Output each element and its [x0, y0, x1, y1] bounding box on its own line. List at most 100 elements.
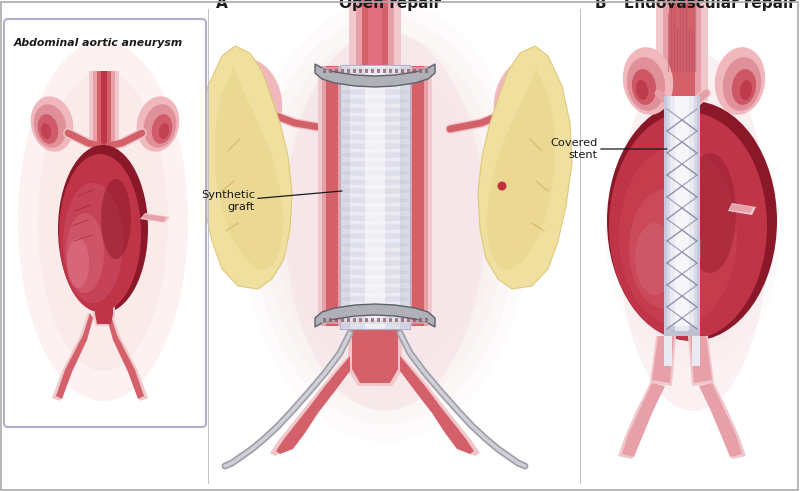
Ellipse shape [63, 183, 123, 303]
Polygon shape [365, 318, 368, 322]
Polygon shape [425, 69, 428, 73]
Ellipse shape [339, 71, 411, 78]
Ellipse shape [286, 68, 484, 374]
Ellipse shape [627, 129, 759, 333]
Text: Covered
stent: Covered stent [550, 138, 667, 160]
Ellipse shape [59, 154, 141, 312]
Ellipse shape [339, 140, 411, 144]
Polygon shape [486, 63, 555, 271]
Ellipse shape [339, 266, 411, 270]
Ellipse shape [339, 302, 411, 306]
Polygon shape [412, 66, 424, 326]
Ellipse shape [723, 57, 761, 111]
Polygon shape [368, 0, 382, 91]
Polygon shape [353, 69, 356, 73]
Polygon shape [395, 318, 398, 322]
Polygon shape [356, 0, 394, 91]
Ellipse shape [339, 122, 411, 126]
Polygon shape [106, 313, 148, 401]
Polygon shape [52, 313, 94, 401]
Polygon shape [663, 0, 701, 101]
Ellipse shape [214, 58, 282, 148]
Polygon shape [318, 66, 346, 326]
Ellipse shape [339, 296, 411, 302]
Polygon shape [349, 0, 401, 91]
Text: Synthetic
graft: Synthetic graft [201, 190, 342, 212]
Polygon shape [323, 318, 326, 322]
Ellipse shape [66, 213, 104, 293]
Polygon shape [692, 329, 700, 366]
Ellipse shape [339, 149, 411, 153]
Ellipse shape [339, 107, 411, 113]
Polygon shape [359, 69, 362, 73]
Polygon shape [666, 326, 698, 333]
Ellipse shape [740, 80, 752, 100]
Polygon shape [322, 67, 428, 71]
Ellipse shape [253, 17, 517, 425]
Ellipse shape [619, 146, 737, 326]
Polygon shape [348, 326, 402, 386]
Ellipse shape [339, 131, 411, 135]
Polygon shape [389, 69, 392, 73]
Polygon shape [315, 64, 435, 87]
Polygon shape [95, 296, 113, 324]
Ellipse shape [339, 194, 411, 198]
Ellipse shape [339, 125, 411, 132]
Ellipse shape [616, 112, 770, 350]
Text: B: B [594, 0, 606, 11]
Ellipse shape [339, 161, 411, 167]
Polygon shape [699, 383, 742, 457]
Polygon shape [365, 69, 368, 73]
Ellipse shape [339, 115, 411, 122]
Ellipse shape [275, 51, 495, 391]
Polygon shape [340, 65, 350, 329]
Ellipse shape [339, 293, 411, 297]
Bar [340, 65, 410, 329]
Polygon shape [728, 203, 756, 215]
Ellipse shape [339, 260, 411, 267]
Polygon shape [425, 318, 428, 322]
Ellipse shape [339, 248, 411, 252]
Ellipse shape [226, 83, 262, 135]
Ellipse shape [339, 196, 411, 203]
Ellipse shape [339, 230, 411, 234]
Ellipse shape [339, 95, 411, 99]
Ellipse shape [622, 47, 674, 115]
Polygon shape [198, 46, 292, 289]
Polygon shape [359, 318, 362, 322]
Polygon shape [694, 96, 700, 331]
Polygon shape [56, 313, 93, 399]
Polygon shape [667, 96, 697, 331]
Ellipse shape [339, 169, 411, 176]
Ellipse shape [514, 83, 550, 135]
Polygon shape [701, 383, 746, 459]
Polygon shape [400, 356, 474, 454]
Polygon shape [329, 69, 332, 73]
Ellipse shape [339, 277, 411, 284]
Ellipse shape [38, 71, 168, 371]
Polygon shape [664, 96, 670, 331]
Ellipse shape [285, 31, 485, 411]
Ellipse shape [339, 142, 411, 149]
Polygon shape [401, 69, 404, 73]
Ellipse shape [339, 221, 411, 225]
Polygon shape [341, 318, 344, 322]
Polygon shape [142, 214, 167, 222]
Polygon shape [664, 329, 672, 366]
Ellipse shape [264, 34, 506, 408]
Ellipse shape [339, 152, 411, 159]
Ellipse shape [607, 101, 777, 341]
Polygon shape [408, 66, 428, 326]
Text: Endovascular repair: Endovascular repair [624, 0, 796, 11]
Ellipse shape [605, 95, 781, 367]
Polygon shape [383, 318, 386, 322]
Polygon shape [377, 318, 380, 322]
Ellipse shape [629, 189, 701, 309]
Polygon shape [322, 66, 342, 326]
Polygon shape [413, 318, 416, 322]
Ellipse shape [339, 179, 411, 186]
Ellipse shape [632, 69, 656, 105]
Polygon shape [276, 356, 350, 454]
Ellipse shape [242, 0, 528, 442]
Ellipse shape [38, 114, 58, 144]
